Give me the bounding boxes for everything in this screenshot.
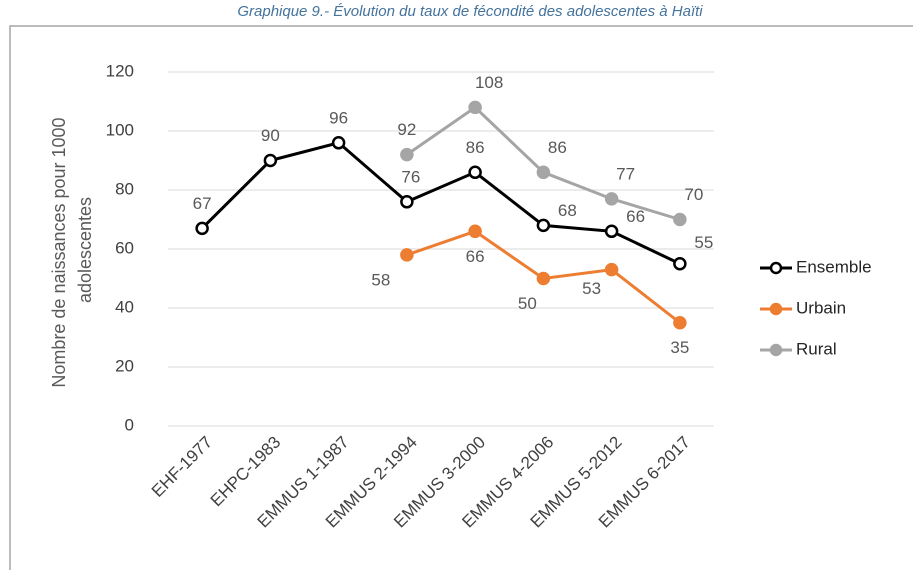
marker	[604, 192, 619, 206]
y-tick-label: 120	[106, 61, 134, 80]
marker	[400, 248, 414, 262]
marker	[604, 224, 619, 239]
marker	[468, 224, 482, 239]
data-label: 96	[329, 108, 348, 127]
data-label: 77	[616, 164, 635, 183]
data-label: 53	[582, 279, 601, 298]
legend-label: Rural	[796, 339, 837, 358]
marker	[536, 271, 551, 286]
marker	[400, 195, 414, 209]
data-label: 58	[371, 270, 390, 289]
data-label: 55	[694, 233, 713, 252]
data-label: 68	[558, 201, 577, 220]
marker	[673, 257, 687, 271]
data-label: 90	[261, 126, 280, 145]
y-tick-label: 80	[115, 179, 134, 198]
data-label: 108	[475, 73, 503, 92]
y-tick-label: 60	[115, 238, 134, 257]
x-tick-label: EHF-1977	[148, 433, 216, 501]
data-label: 86	[548, 138, 567, 157]
legend-marker	[769, 343, 783, 357]
marker	[195, 221, 209, 236]
y-axis-label-line: Nombre de naissances pour 1000	[49, 117, 69, 387]
y-axis-label: Nombre de naissances pour 1000 adolescen…	[49, 112, 95, 387]
y-axis-label-line: adolescentes	[75, 197, 95, 303]
marker	[468, 100, 482, 115]
series-line	[406, 105, 681, 221]
marker	[673, 316, 687, 330]
marker	[673, 212, 687, 227]
frame	[9, 25, 913, 570]
marker	[536, 165, 551, 180]
legend-marker	[769, 261, 783, 275]
data-label: 35	[670, 338, 689, 357]
legend-label: Urbain	[796, 298, 846, 317]
chart-title: Graphique 9.- Évolution du taux de fécon…	[237, 3, 703, 20]
data-label: 86	[466, 138, 485, 157]
data-label: 50	[518, 294, 537, 313]
y-tick-label: 100	[106, 120, 134, 139]
marker	[604, 262, 619, 277]
y-tick-label: 0	[125, 415, 134, 434]
data-label: 66	[626, 207, 645, 226]
data-label: 70	[684, 185, 703, 204]
legend-marker	[769, 302, 783, 316]
y-tick-label: 20	[115, 356, 134, 375]
legend-label: Ensemble	[796, 257, 872, 276]
y-tick-label: 40	[115, 297, 134, 316]
data-label: 66	[466, 247, 485, 266]
data-label: 67	[193, 194, 212, 213]
marker	[536, 218, 551, 233]
marker	[400, 147, 414, 162]
series-line	[201, 141, 681, 266]
data-label: 76	[401, 167, 420, 186]
marker	[263, 153, 278, 168]
data-label: 92	[397, 120, 416, 139]
marker	[468, 165, 482, 180]
marker	[331, 136, 346, 150]
